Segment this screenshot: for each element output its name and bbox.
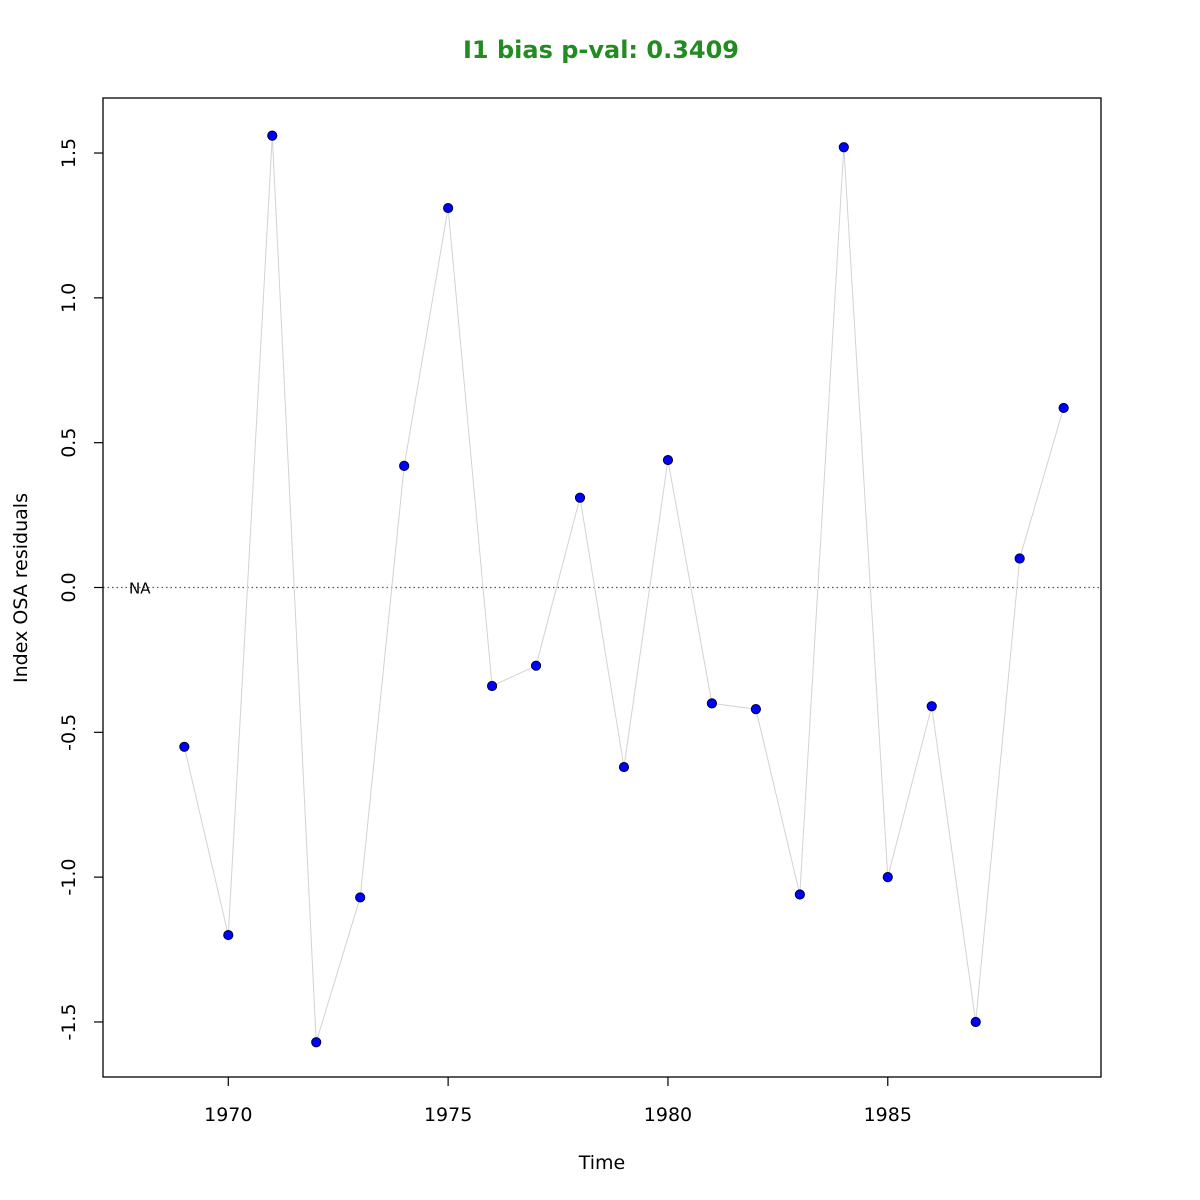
x-tick-label: 1970: [204, 1104, 252, 1126]
x-tick-label: 1985: [864, 1104, 912, 1126]
data-point: [267, 130, 278, 141]
x-axis: 1970 1975 1980 1985: [204, 1077, 912, 1126]
data-point: [574, 492, 586, 503]
y-tick-label: -1.0: [58, 859, 80, 896]
data-point: [530, 660, 542, 671]
y-axis: -1.5 -1.0 -0.5 0.0 0.5 1.0 1.5: [58, 138, 103, 1041]
y-tick-label: 1.0: [58, 283, 80, 313]
data-point: [443, 202, 454, 214]
data-point: [1014, 553, 1025, 564]
data-point: [179, 741, 190, 752]
y-tick-label: 1.5: [58, 138, 80, 168]
x-axis-label: Time: [578, 1152, 626, 1174]
series-connector-line: [183, 135, 1065, 1043]
data-point: [662, 454, 674, 466]
data-point: [399, 460, 410, 471]
data-point: [970, 1016, 981, 1028]
data-point: [223, 929, 234, 941]
x-tick-label: 1980: [644, 1104, 692, 1126]
data-point: [706, 698, 718, 709]
data-point: [1058, 402, 1069, 414]
y-tick-label: 0.5: [58, 428, 80, 458]
data-point: [750, 704, 761, 715]
data-point: [355, 892, 366, 903]
data-point: [311, 1037, 322, 1048]
plot-area: NA: [103, 130, 1101, 1048]
data-point: [838, 142, 849, 153]
y-axis-label: Index OSA residuals: [10, 493, 32, 683]
x-tick-label: 1975: [424, 1104, 472, 1126]
y-tick-label: -0.5: [58, 714, 80, 751]
chart-title: I1 bias p-val: 0.3409: [463, 36, 739, 64]
data-point: [882, 872, 893, 883]
data-point: [794, 889, 805, 900]
data-point: [926, 701, 937, 712]
data-point: [618, 761, 630, 773]
data-point: [486, 680, 498, 692]
y-tick-label: -1.5: [58, 1003, 80, 1040]
na-annotation: NA: [129, 580, 151, 598]
y-tick-label: 0.0: [58, 572, 80, 602]
